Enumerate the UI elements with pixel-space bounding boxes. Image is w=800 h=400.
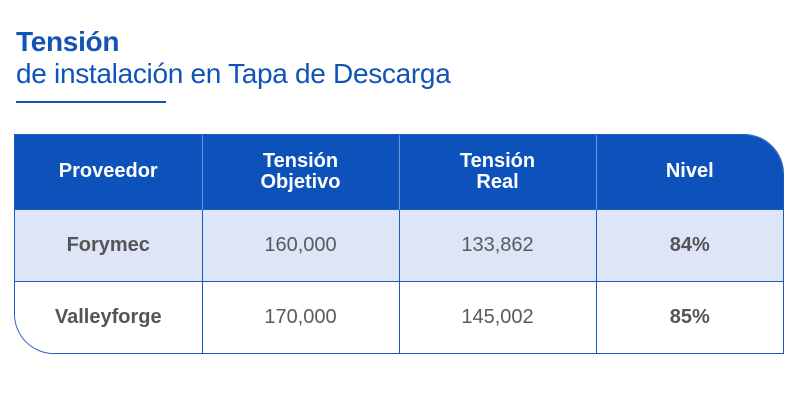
- cell-nivel: 85%: [596, 280, 783, 353]
- header-line: Objetivo: [260, 170, 341, 193]
- table-header-row: Proveedor Tensión Objetivo Tensión Real …: [15, 135, 783, 209]
- column-header-tension-objetivo: Tensión Objetivo: [202, 135, 400, 209]
- title-block: Tensión de instalación en Tapa de Descar…: [16, 26, 451, 90]
- cell-tension-real: 133,862: [399, 208, 597, 281]
- data-table: Proveedor Tensión Objetivo Tensión Real …: [15, 135, 783, 353]
- title-underline: [16, 101, 166, 103]
- header-line: Nivel: [665, 160, 714, 183]
- cell-tension-real: 145,002: [399, 280, 597, 353]
- column-header-proveedor: Proveedor: [15, 135, 203, 209]
- column-header-tension-real: Tensión Real: [399, 135, 597, 209]
- cell-tension-objetivo: 170,000: [202, 280, 400, 353]
- table-row: Forymec 160,000 133,862 84%: [15, 208, 783, 281]
- cell-tension-objetivo: 160,000: [202, 208, 400, 281]
- column-header-nivel: Nivel: [596, 135, 783, 209]
- cell-proveedor: Valleyforge: [15, 280, 203, 353]
- table-row: Valleyforge 170,000 145,002 85%: [15, 280, 783, 353]
- page-subtitle: de instalación en Tapa de Descarga: [16, 58, 451, 89]
- header-line: Proveedor: [58, 160, 158, 183]
- cell-nivel: 84%: [596, 208, 783, 281]
- data-table-container: Proveedor Tensión Objetivo Tensión Real …: [14, 134, 784, 354]
- page-title: Tensión: [16, 26, 120, 57]
- header-line: Tensión: [262, 149, 339, 172]
- header-line: Real: [476, 170, 519, 193]
- header-line: Tensión: [459, 149, 536, 172]
- cell-proveedor: Forymec: [15, 208, 203, 281]
